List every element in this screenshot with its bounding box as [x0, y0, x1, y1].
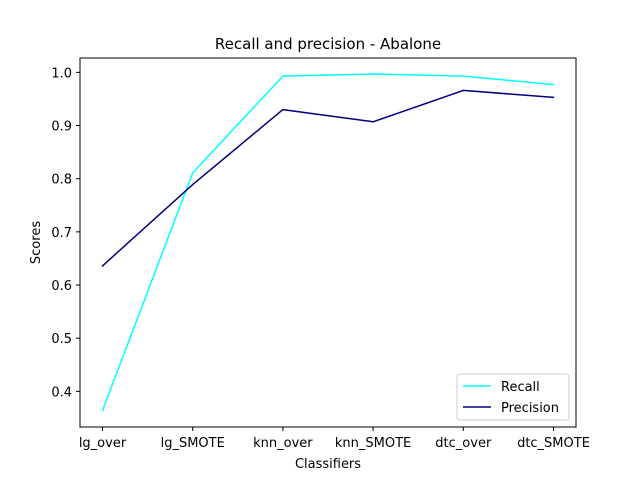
- data-point-recall-lg_over: [101, 409, 104, 412]
- data-point-recall-knn_over: [282, 75, 284, 77]
- series-line-precision: [101, 89, 554, 267]
- axes-frame: [79, 57, 577, 428]
- legend: Recall Precision: [456, 373, 570, 421]
- x-tick-label: dtc_SMOTE: [517, 436, 590, 451]
- data-point-precision-lg_SMOTE: [191, 183, 194, 186]
- legend-label-recall: Recall: [501, 380, 540, 395]
- data-point-recall-dtc_over: [462, 75, 465, 77]
- data-point-recall-dtc_SMOTE: [552, 83, 555, 86]
- data-point-precision-knn_SMOTE: [372, 121, 374, 123]
- data-point-precision-dtc_over: [462, 89, 465, 92]
- data-point-precision-knn_over: [282, 108, 284, 111]
- x-axis-title: Classifiers: [295, 457, 361, 472]
- x-tick-label: dtc_over: [435, 436, 492, 451]
- y-tick-label: 0.5: [51, 332, 72, 347]
- x-tick-label: knn_SMOTE: [335, 436, 411, 451]
- x-tick-label: lg_over: [79, 436, 127, 451]
- y-tick-label: 0.7: [51, 226, 72, 241]
- y-tick-label: 0.9: [51, 120, 72, 135]
- y-axis-title: Scores: [29, 221, 44, 264]
- data-point-recall-knn_SMOTE: [372, 73, 374, 75]
- data-point-precision-lg_over: [101, 265, 104, 267]
- y-tick-label: 0.8: [51, 173, 72, 188]
- legend-label-precision: Precision: [501, 401, 559, 416]
- y-tick-label: 1.0: [51, 66, 72, 81]
- x-axis: lg_over lg_SMOTE knn_over knn_SMOTE dtc_over…: [79, 427, 590, 451]
- y-tick-label: 0.6: [51, 279, 72, 294]
- x-tick-label: lg_SMOTE: [161, 436, 225, 451]
- series-line-recall: [101, 73, 554, 411]
- plot-series: [101, 73, 555, 412]
- x-tick-label: knn_over: [253, 436, 313, 451]
- data-point-recall-lg_SMOTE: [191, 172, 194, 174]
- chart-title: Recall and precision - Abalone: [215, 35, 441, 53]
- y-tick-label: 0.4: [51, 385, 72, 400]
- data-point-precision-dtc_SMOTE: [552, 96, 555, 99]
- y-axis: 0.4 0.5 0.6 0.7 0.8 0.9 1.0: [51, 66, 80, 400]
